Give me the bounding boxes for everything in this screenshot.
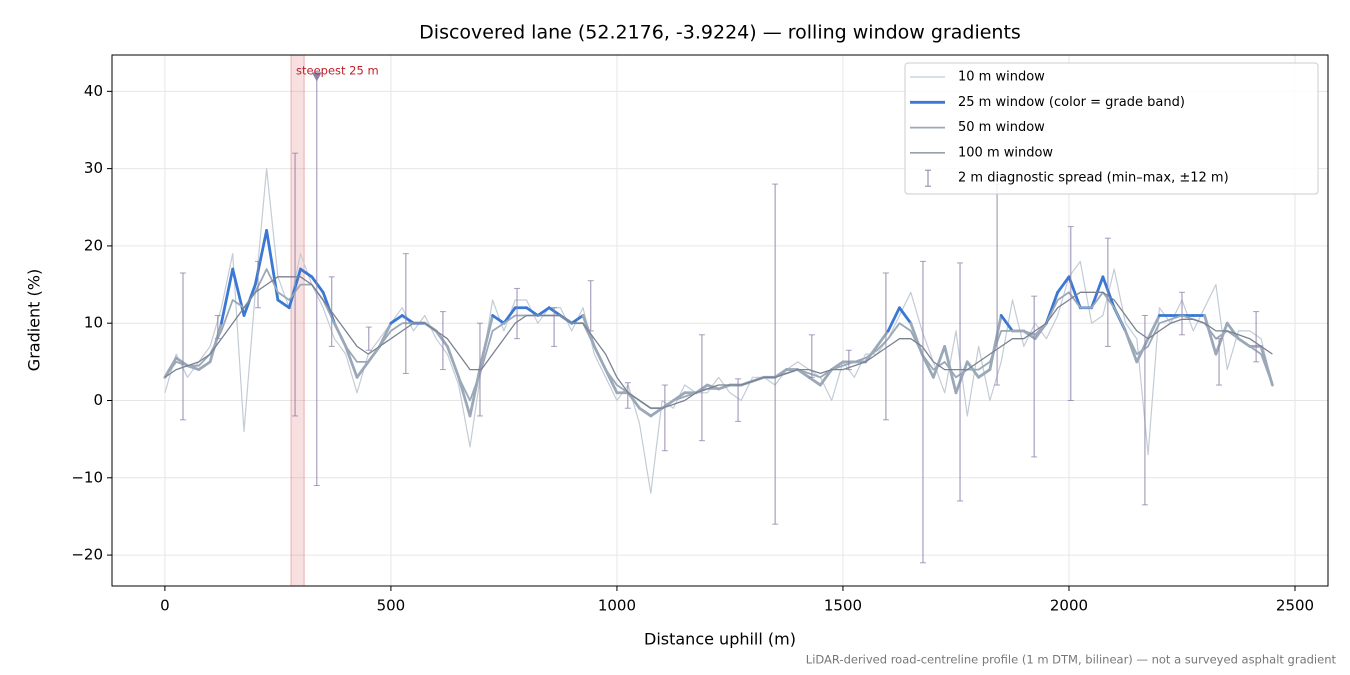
line-segment: [886, 306, 901, 333]
line-segment: [1101, 275, 1116, 310]
error-bar: [365, 326, 372, 351]
error-bar: [328, 276, 335, 347]
y-tick-label: 0: [93, 391, 103, 409]
error-bar: [1067, 226, 1074, 401]
line-segment: [626, 391, 641, 410]
y-tick-label: 10: [84, 314, 103, 332]
error-bar: [1031, 295, 1038, 458]
error-bar: [808, 334, 815, 378]
line-segment: [898, 306, 913, 325]
y-tick-label: −10: [71, 468, 103, 486]
x-tick-label: 1000: [598, 597, 636, 615]
line-segment: [999, 314, 1014, 333]
line-segment: [276, 298, 291, 310]
line-segment: [931, 344, 947, 379]
error-bar: [661, 384, 668, 452]
error-bar: [1104, 237, 1111, 347]
plot-area: [163, 55, 1274, 586]
chart-title: Discovered lane (52.2176, -3.9224) — rol…: [419, 22, 1021, 44]
error-bar: [1178, 291, 1185, 336]
error-bar: [1216, 338, 1223, 386]
error-bar: [476, 322, 483, 417]
error-bar: [587, 280, 594, 332]
line-segment: [219, 267, 235, 325]
highlight-span: [290, 55, 305, 586]
error-bar: [919, 260, 926, 564]
line-segment: [299, 267, 314, 279]
y-tick-label: 30: [84, 159, 103, 177]
y-tick-label: 40: [84, 82, 103, 100]
error-bar: [735, 378, 742, 422]
x-tick-label: 1500: [824, 597, 862, 615]
series-line: [164, 276, 1273, 409]
legend-label: 100 m window: [958, 145, 1053, 160]
error-bar: [255, 260, 262, 309]
line-segment: [389, 314, 404, 325]
error-bar: [698, 334, 705, 442]
legend-label: 50 m window: [958, 120, 1045, 135]
line-segment: [818, 368, 834, 387]
line-segment: [638, 406, 653, 418]
error-bar: [624, 382, 631, 409]
error-bar: [402, 253, 409, 374]
y-axis-label: Gradient (%): [25, 269, 44, 371]
error-bar: [514, 287, 521, 340]
legend-label: 10 m window: [958, 70, 1045, 85]
error-bar: [1253, 311, 1260, 363]
annotation: steepest 25 m: [296, 64, 379, 78]
line-segment: [1056, 275, 1071, 294]
legend-label: 2 m diagnostic spread (min–max, ±12 m): [958, 171, 1229, 186]
error-bar: [439, 311, 446, 371]
line-segment: [1225, 321, 1240, 341]
error-bar: [179, 272, 186, 421]
line-segment: [1146, 314, 1161, 341]
line-segment: [502, 306, 517, 325]
footnote: LiDAR-derived road-centreline profile (1…: [806, 653, 1337, 667]
line-segment: [400, 314, 415, 325]
x-axis-label: Distance uphill (m): [644, 630, 796, 649]
line-segment: [344, 344, 359, 379]
x-tick-label: 2500: [1276, 597, 1314, 615]
line-segment: [977, 368, 992, 379]
legend-box: [904, 62, 1319, 195]
line-segment: [547, 306, 562, 317]
line-segment: [197, 360, 212, 371]
line-segment: [231, 267, 246, 317]
error-bar: [957, 262, 964, 502]
line-segment: [988, 314, 1003, 371]
x-tick-label: 0: [160, 597, 170, 615]
legend: 10 m window 25 m window (color = grade ba…: [904, 62, 1319, 195]
y-tick-label: −20: [71, 546, 103, 564]
plot-frame: [111, 54, 1329, 587]
error-bar: [551, 307, 558, 347]
series-line: [164, 168, 1273, 494]
line-segment: [1203, 314, 1218, 356]
line-segment: [536, 306, 551, 317]
legend-label: 25 m window (color = grade band): [958, 95, 1185, 110]
error-bar: [882, 272, 889, 421]
line-segment: [491, 314, 506, 325]
line-segment: [310, 275, 325, 294]
x-tick-label: 2000: [1050, 597, 1088, 615]
steepest-marker: [311, 72, 322, 82]
line-segment: [355, 360, 370, 379]
line-segment: [253, 229, 268, 286]
error-bar: [772, 183, 779, 525]
error-bar: [214, 314, 221, 340]
line-segment: [570, 314, 585, 325]
line-segment: [457, 375, 472, 418]
line-segment: [954, 360, 969, 395]
error-bar: [292, 152, 299, 417]
error-bar: [1141, 314, 1148, 506]
series-line: [164, 268, 1274, 410]
x-tick-label: 500: [377, 597, 406, 615]
error-bar: [845, 349, 852, 371]
line-segment: [479, 314, 495, 364]
y-tick-label: 20: [84, 236, 103, 254]
line-segment: [649, 406, 664, 418]
line-segment: [807, 375, 822, 387]
line-segment: [525, 306, 540, 317]
